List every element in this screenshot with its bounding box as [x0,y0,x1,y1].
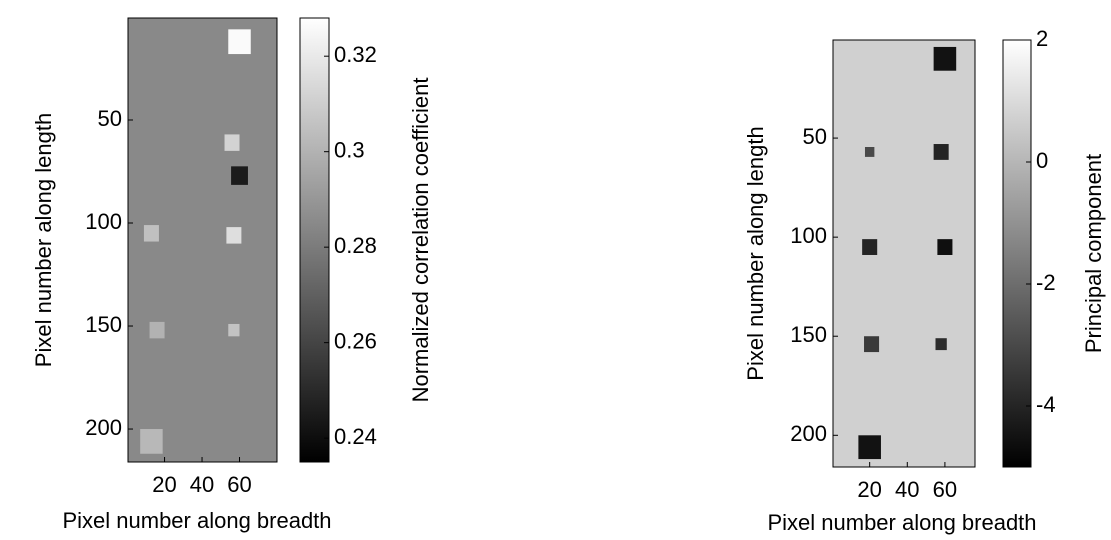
heatmap-spot [226,227,242,244]
heatmap-spot [935,338,947,351]
heatmap-spot [933,46,957,71]
heatmap-spot [862,239,878,255]
colorbar-tick-label: 0.32 [334,42,377,67]
heatmap-spot [937,239,953,255]
heatmap-spot [228,29,251,55]
y-tick-label: 200 [790,421,827,446]
x-tick-label: 60 [227,472,251,497]
heatmap-spot [864,146,875,157]
x-tick-label: 20 [857,477,881,502]
heatmap-spot [864,336,880,353]
colorbar-tick-label: 0 [1036,148,1048,173]
y-tick-label: 50 [803,124,827,149]
heatmap-spot [858,435,881,460]
x-axis-label: Pixel number along breadth [62,508,331,533]
colorbar-tick-label: 0.3 [334,137,365,162]
colorbar-tick-label: -4 [1036,392,1056,417]
heatmap-spot [149,321,165,339]
x-tick-label: 40 [190,472,214,497]
colorbar [299,17,330,463]
axes-frame [832,39,976,468]
y-tick-label: 150 [85,312,122,337]
x-tick-label: 40 [895,477,919,502]
x-tick-label: 20 [152,472,176,497]
y-axis-label: Pixel number along length [31,113,56,367]
y-tick-label: 100 [85,209,122,234]
y-tick-label: 200 [85,415,122,440]
colorbar [1002,39,1032,468]
colorbar-label: Principal component [1081,154,1106,353]
heatmap-spot [228,323,240,337]
colorbar-tick-label: 2 [1036,26,1048,51]
x-tick-label: 60 [933,477,957,502]
heatmap-spot [140,429,163,454]
heatmap-background [833,40,975,467]
colorbar-label: Normalized correlation coefficient [408,78,433,403]
heatmap-spot [224,134,240,151]
y-tick-label: 100 [790,223,827,248]
colorbar-tick-label: 0.24 [334,424,377,449]
heatmap-spot [143,225,159,242]
y-tick-label: 50 [98,106,122,131]
heatmap-spot [231,166,248,185]
x-axis-label: Pixel number along breadth [767,510,1036,535]
colorbar-tick-label: -2 [1036,270,1056,295]
heatmap-spot [933,144,949,160]
colorbar-tick-label: 0.28 [334,233,377,258]
y-axis-label: Pixel number along length [743,126,768,380]
colorbar-tick-label: 0.26 [334,328,377,353]
y-tick-label: 150 [790,322,827,347]
